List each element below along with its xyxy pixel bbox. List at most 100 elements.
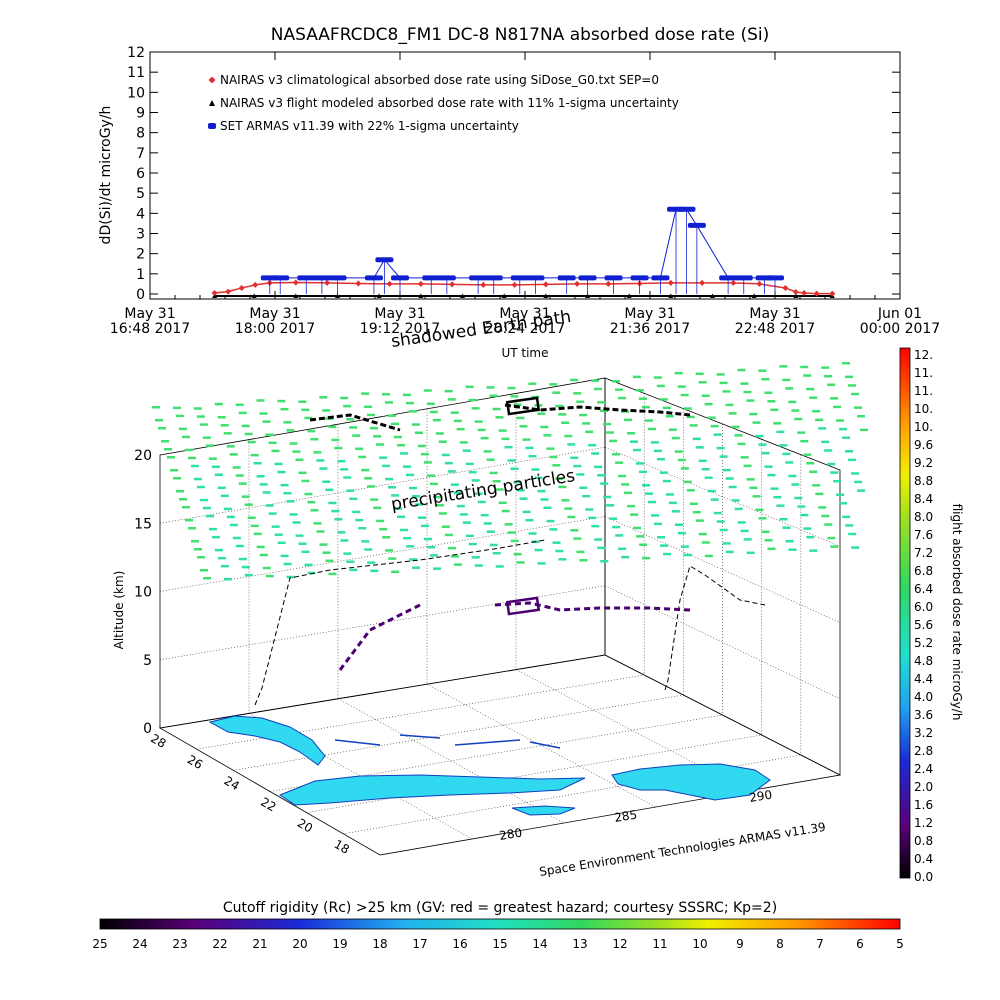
- particle-dash: [597, 401, 606, 404]
- series-nairas-climatological-point: [699, 279, 706, 286]
- rigidity-colorbar-tick-label: 6: [856, 937, 864, 951]
- particle-dash: [528, 382, 537, 385]
- particle-dash: [471, 407, 480, 410]
- particle-dash: [295, 458, 304, 461]
- particle-dash: [391, 494, 400, 497]
- particle-dash: [211, 465, 220, 468]
- particle-dash: [582, 494, 591, 498]
- particle-dash: [379, 527, 388, 531]
- particle-dash: [205, 444, 214, 447]
- particle-dash: [358, 526, 367, 530]
- particle-dash: [830, 397, 839, 400]
- particle-dash: [725, 550, 734, 554]
- particle-dash: [325, 488, 334, 492]
- particle-dash: [686, 489, 695, 492]
- particle-dash: [229, 523, 238, 527]
- particle-dash: [549, 383, 558, 386]
- particle-dash: [582, 422, 591, 425]
- particle-dash: [848, 458, 857, 462]
- particle-dash: [173, 477, 181, 480]
- particle-dash: [782, 452, 791, 456]
- particle-dash: [737, 521, 746, 524]
- particle-dash: [528, 454, 537, 458]
- top-y-tick-label: 8: [136, 126, 145, 142]
- top-x-tick-label-date: May 31: [374, 306, 425, 322]
- particle-dash: [340, 539, 349, 542]
- particle-dash: [731, 499, 740, 502]
- particle-dash: [202, 506, 211, 510]
- floor-gridline: [233, 694, 684, 771]
- landmass-jamaica: [511, 805, 576, 816]
- particle-dash: [429, 410, 438, 414]
- back-wall: [159, 377, 606, 729]
- particle-dash: [857, 489, 866, 492]
- series-armas-point: [677, 206, 696, 212]
- particle-dash: [704, 554, 713, 558]
- right-wall-gridline: [604, 447, 841, 547]
- particle-dash: [391, 570, 400, 574]
- particle-dash: [704, 476, 713, 479]
- particle-dash: [208, 527, 217, 531]
- particle-dash: [677, 458, 686, 462]
- particle-dash: [758, 443, 767, 446]
- particle-dash: [411, 423, 420, 426]
- z-tick-label: 15: [134, 516, 152, 532]
- particle-dash: [217, 556, 226, 560]
- particle-dash: [382, 536, 391, 539]
- particle-dash: [286, 500, 295, 503]
- particle-dash: [764, 465, 773, 468]
- particle-dash: [409, 486, 417, 490]
- rigidity-colorbar-tick-label: 23: [172, 937, 187, 951]
- series-armas-point: [687, 222, 706, 228]
- particle-dash: [635, 389, 644, 392]
- particle-dash: [170, 469, 178, 472]
- particle-dash: [716, 446, 725, 450]
- rigidity-colorbar-tick-label: 18: [372, 937, 387, 951]
- particle-dash: [474, 492, 483, 495]
- particle-dash: [537, 489, 546, 493]
- particle-dash: [271, 449, 280, 453]
- dose-colorbar-tick-label: 6.0: [914, 600, 933, 614]
- particle-dash: [725, 477, 734, 480]
- particle-dash: [322, 480, 331, 483]
- lat-tick-label: 20: [295, 816, 315, 836]
- particle-dash: [668, 501, 677, 505]
- particle-dash: [382, 393, 390, 396]
- particle-dash: [265, 574, 274, 578]
- series-armas-point: [734, 275, 753, 281]
- particle-dash: [400, 528, 409, 532]
- particle-dash: [319, 543, 328, 546]
- particle-dash: [647, 427, 656, 431]
- rigidity-colorbar-tick-label: 5: [896, 937, 904, 951]
- particle-dash: [815, 418, 824, 422]
- landmass-cuba: [278, 774, 586, 806]
- particle-dash: [662, 406, 671, 410]
- particle-dash: [833, 479, 842, 483]
- particle-dash: [806, 462, 815, 465]
- particle-dash: [636, 462, 644, 465]
- particle-dash: [534, 476, 543, 480]
- particle-dash: [597, 474, 606, 477]
- top-y-tick-label: 3: [136, 227, 145, 243]
- dose-colorbar-tick-label: 2.0: [914, 780, 933, 794]
- top-y-axis-label: dD(Si)/dt microGy/h: [98, 106, 114, 245]
- particle-dash: [465, 385, 474, 389]
- particle-dash: [223, 432, 232, 435]
- particle-dash: [343, 404, 352, 408]
- particle-dash: [821, 440, 830, 444]
- particle-dash: [202, 436, 211, 439]
- particle-dash: [740, 529, 749, 533]
- series-nairas-climatological-point: [225, 288, 232, 295]
- particle-dash: [665, 415, 674, 418]
- particle-dash: [713, 433, 722, 436]
- particle-dash: [268, 441, 277, 445]
- dose-colorbar-tick-label: 3.2: [914, 726, 933, 740]
- series-armas-point: [766, 275, 784, 281]
- particle-dash: [588, 516, 597, 520]
- particle-dash: [468, 542, 477, 546]
- particle-dash: [827, 383, 836, 387]
- particle-dash: [830, 545, 839, 548]
- particle-dash: [184, 448, 193, 452]
- particle-dash: [388, 486, 397, 489]
- particle-dash: [743, 538, 752, 541]
